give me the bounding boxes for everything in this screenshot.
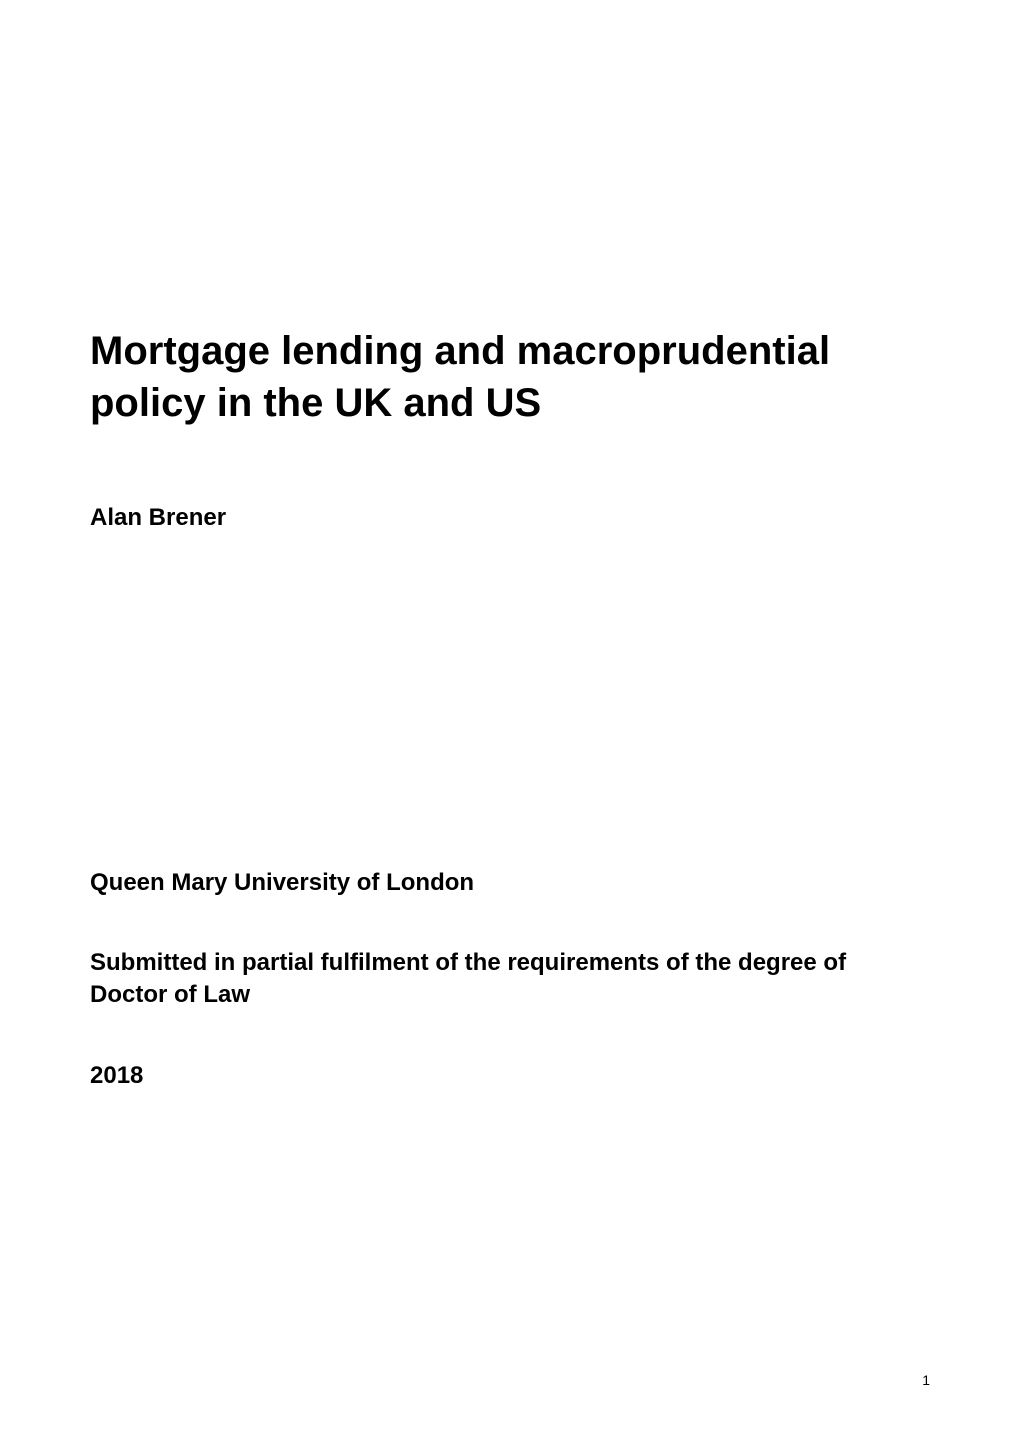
author-block: Alan Brener <box>90 504 930 532</box>
year-block: 2018 <box>90 1062 930 1090</box>
title-block: Mortgage lending and macroprudential pol… <box>90 325 930 429</box>
thesis-title: Mortgage lending and macroprudential pol… <box>90 325 930 429</box>
year: 2018 <box>90 1062 930 1090</box>
institution-name: Queen Mary University of London <box>90 869 930 897</box>
submission-statement: Submitted in partial fulfilment of the r… <box>90 947 930 1012</box>
institution-block: Queen Mary University of London <box>90 869 930 897</box>
author-name: Alan Brener <box>90 504 930 532</box>
submission-block: Submitted in partial fulfilment of the r… <box>90 947 930 1012</box>
page-number: 1 <box>922 1372 930 1388</box>
